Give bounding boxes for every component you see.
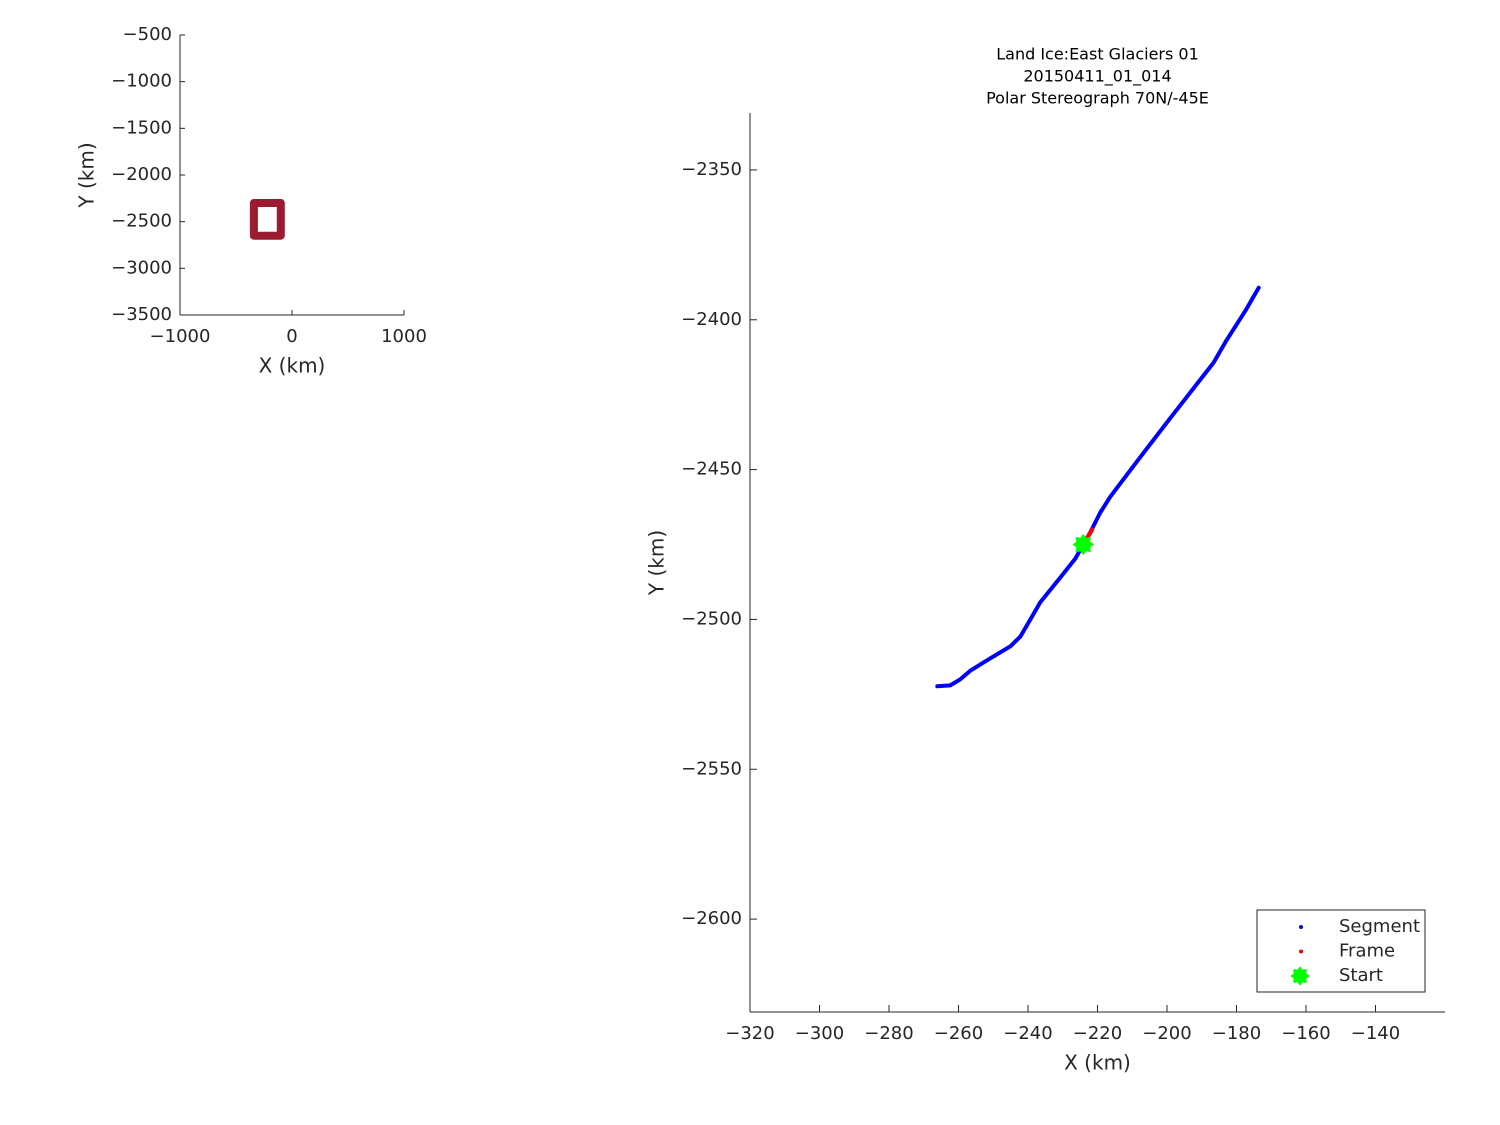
chart-title: Polar Stereograph 70N/-45E bbox=[986, 89, 1209, 108]
x-tick-label: −1000 bbox=[150, 326, 211, 347]
start-marker bbox=[1072, 533, 1094, 556]
x-tick-label: −220 bbox=[1073, 1023, 1122, 1044]
y-tick-label: −2500 bbox=[681, 608, 742, 629]
y-axis-label: Y (km) bbox=[75, 142, 99, 208]
y-tick-label: −2550 bbox=[681, 758, 742, 779]
y-tick-label: −3000 bbox=[111, 257, 172, 278]
x-tick-label: −160 bbox=[1281, 1023, 1330, 1044]
legend-label: Start bbox=[1339, 965, 1383, 986]
chart-title: 20150411_01_014 bbox=[1023, 67, 1171, 87]
y-tick-label: −1000 bbox=[111, 71, 172, 92]
chart-title: Land Ice:East Glaciers 01 bbox=[996, 45, 1199, 64]
x-tick-label: 0 bbox=[286, 326, 297, 347]
legend-label: Segment bbox=[1339, 916, 1420, 937]
x-tick-label: −240 bbox=[1003, 1023, 1052, 1044]
series-line bbox=[249, 199, 285, 240]
y-tick-label: −3500 bbox=[111, 304, 172, 325]
legend-label: Frame bbox=[1339, 941, 1395, 962]
x-tick-label: −260 bbox=[934, 1023, 983, 1044]
x-tick-label: −180 bbox=[1212, 1023, 1261, 1044]
legend-marker bbox=[1299, 925, 1303, 929]
x-tick-label: −200 bbox=[1142, 1023, 1191, 1044]
legend-box bbox=[1256, 909, 1426, 993]
y-tick-label: −2400 bbox=[681, 309, 742, 330]
y-tick-label: −2450 bbox=[681, 459, 742, 480]
x-tick-label: −300 bbox=[795, 1023, 844, 1044]
x-tick-label: −320 bbox=[725, 1023, 774, 1044]
y-tick-label: −2600 bbox=[681, 908, 742, 929]
y-tick-label: −2000 bbox=[111, 164, 172, 185]
series-line bbox=[935, 285, 1261, 689]
y-axis-label: Y (km) bbox=[645, 530, 669, 596]
y-tick-label: −2350 bbox=[681, 159, 742, 180]
x-tick-label: 1000 bbox=[381, 326, 427, 347]
y-tick-label: −2500 bbox=[111, 211, 172, 232]
x-tick-label: −140 bbox=[1351, 1023, 1400, 1044]
x-tick-label: −280 bbox=[864, 1023, 913, 1044]
y-tick-label: −500 bbox=[123, 24, 172, 45]
y-tick-label: −1500 bbox=[111, 117, 172, 138]
legend-marker bbox=[1299, 949, 1303, 954]
legend-marker bbox=[1290, 966, 1310, 986]
x-axis-label: X (km) bbox=[1064, 1051, 1131, 1075]
x-axis-label: X (km) bbox=[259, 354, 326, 378]
